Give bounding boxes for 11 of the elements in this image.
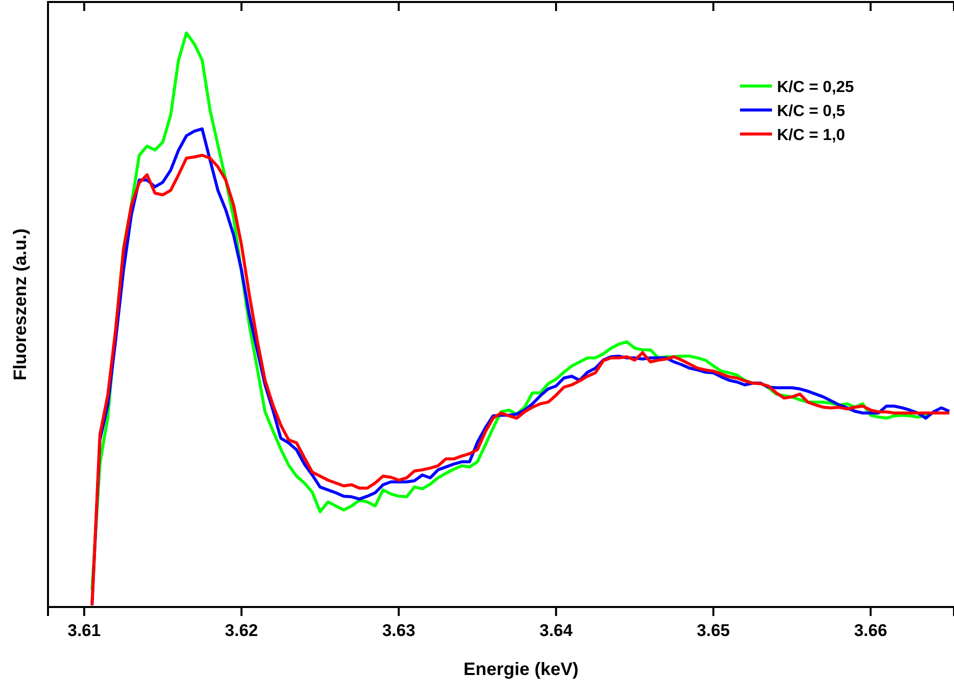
x-tick-label: 3.61	[68, 621, 101, 640]
x-tick-label: 3.65	[696, 621, 730, 640]
x-tick-label: 3.62	[224, 621, 258, 640]
y-axis-title: Fluoreszenz (a.u.)	[10, 228, 30, 381]
x-tick-label: 3.66	[854, 621, 888, 640]
x-tick-label: 3.64	[540, 621, 574, 640]
legend-label: K/C = 0,25	[777, 79, 854, 96]
x-axis-title: Energie (keV)	[463, 659, 579, 679]
legend-label: K/C = 1,0	[777, 127, 846, 144]
legend-label: K/C = 0,5	[777, 103, 846, 120]
x-tick-label: 3.63	[382, 621, 416, 640]
